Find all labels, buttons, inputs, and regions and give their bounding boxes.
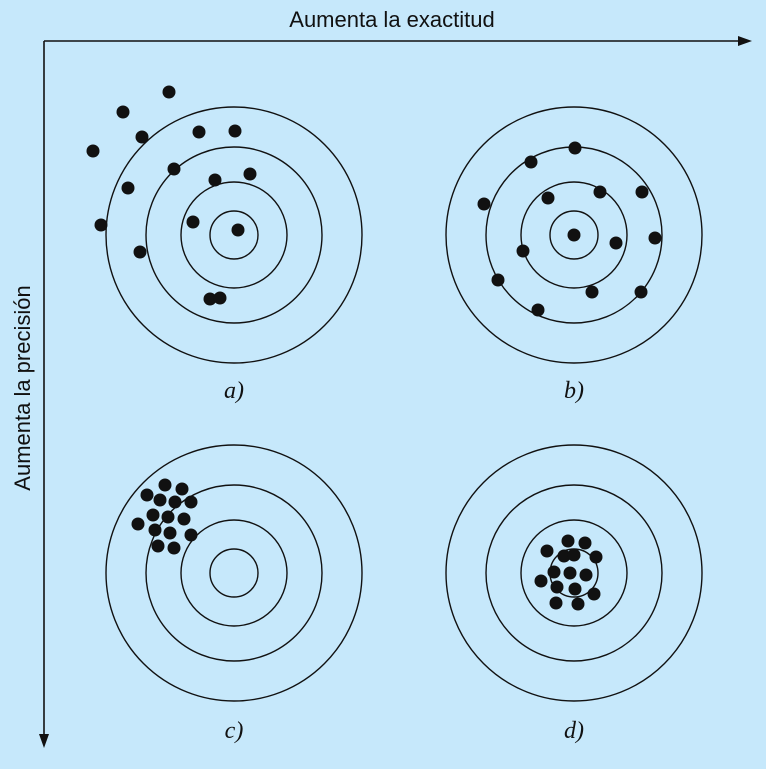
shot-dot [541,191,555,205]
shot-group [86,85,257,306]
ring-outer [445,106,703,364]
shot-dot [547,565,561,579]
target-rings [105,444,363,702]
target-panel-b: b) [445,106,703,404]
panel-label: d) [564,718,584,744]
shot-dot [477,197,491,211]
shot-dot [549,596,563,610]
shot-dot [168,495,182,509]
shot-dot [593,185,607,199]
shot-dot [184,495,198,509]
target-panel-a: a) [86,85,363,404]
shot-dot [491,273,505,287]
shot-dot [243,167,257,181]
ring-bullseye [549,210,599,260]
shot-dot [231,223,245,237]
shot-group [534,534,603,611]
ring-bullseye [209,210,259,260]
panel-label: a) [224,378,244,404]
panel-label: b) [564,378,584,404]
target-rings [105,106,363,364]
shot-dot [153,493,167,507]
shot-dot [140,488,154,502]
target-panel-d: d) [445,444,703,744]
ring-bullseye [209,548,259,598]
shot-dot [609,236,623,250]
shot-dot [208,173,222,187]
shot-dot [175,482,189,496]
target-rings [445,106,703,364]
shot-dot [192,125,206,139]
y-axis-arrowhead-icon [39,734,49,748]
shot-dot [589,550,603,564]
ring-second [485,484,663,662]
shot-dot [163,526,177,540]
shot-dot [635,185,649,199]
shot-dot [561,534,575,548]
shot-dot [568,141,582,155]
shot-dot [563,566,577,580]
shot-dot [534,574,548,588]
shot-dot [146,508,160,522]
ring-second [145,484,323,662]
shot-dot [167,541,181,555]
ring-second [145,146,323,324]
ring-third [180,181,288,289]
shot-dot [135,130,149,144]
y-axis: Aumenta la precisión [10,41,49,748]
shot-dot [148,523,162,537]
ring-third [520,519,628,627]
panel-label: c) [225,718,244,744]
shot-dot [133,245,147,259]
shot-dot [151,539,165,553]
shot-dot [184,528,198,542]
shot-dot [550,580,564,594]
shot-dot [131,517,145,531]
shot-dot [648,231,662,245]
y-axis-label: Aumenta la precisión [10,285,35,490]
shot-dot [579,568,593,582]
shot-dot [161,510,175,524]
shot-dot [531,303,545,317]
shot-dot [568,582,582,596]
shot-dot [121,181,135,195]
shot-dot [228,124,242,138]
shot-group [477,141,662,317]
shot-dot [186,215,200,229]
x-axis-label: Aumenta la exactitud [289,7,494,32]
shot-dot [158,478,172,492]
ring-third [520,181,628,289]
shot-dot [524,155,538,169]
shot-dot [213,291,227,305]
ring-outer [105,444,363,702]
ring-third [180,519,288,627]
shot-dot [578,536,592,550]
shot-dot [116,105,130,119]
shot-dot [634,285,648,299]
shot-dot [177,512,191,526]
ring-outer [105,106,363,364]
shot-dot [516,244,530,258]
shot-dot [585,285,599,299]
shot-dot [203,292,217,306]
shot-dot [567,228,581,242]
x-axis: Aumenta la exactitud [44,7,752,46]
shot-dot [571,597,585,611]
shot-dot [86,144,100,158]
target-panel-c: c) [105,444,363,744]
shot-dot [167,162,181,176]
ring-outer [445,444,703,702]
shot-group [131,478,198,555]
shot-dot [557,549,571,563]
shot-dot [587,587,601,601]
shot-dot [540,544,554,558]
shot-dot [162,85,176,99]
shot-dot [94,218,108,232]
x-axis-arrowhead-icon [738,36,752,46]
shot-dot [567,548,581,562]
